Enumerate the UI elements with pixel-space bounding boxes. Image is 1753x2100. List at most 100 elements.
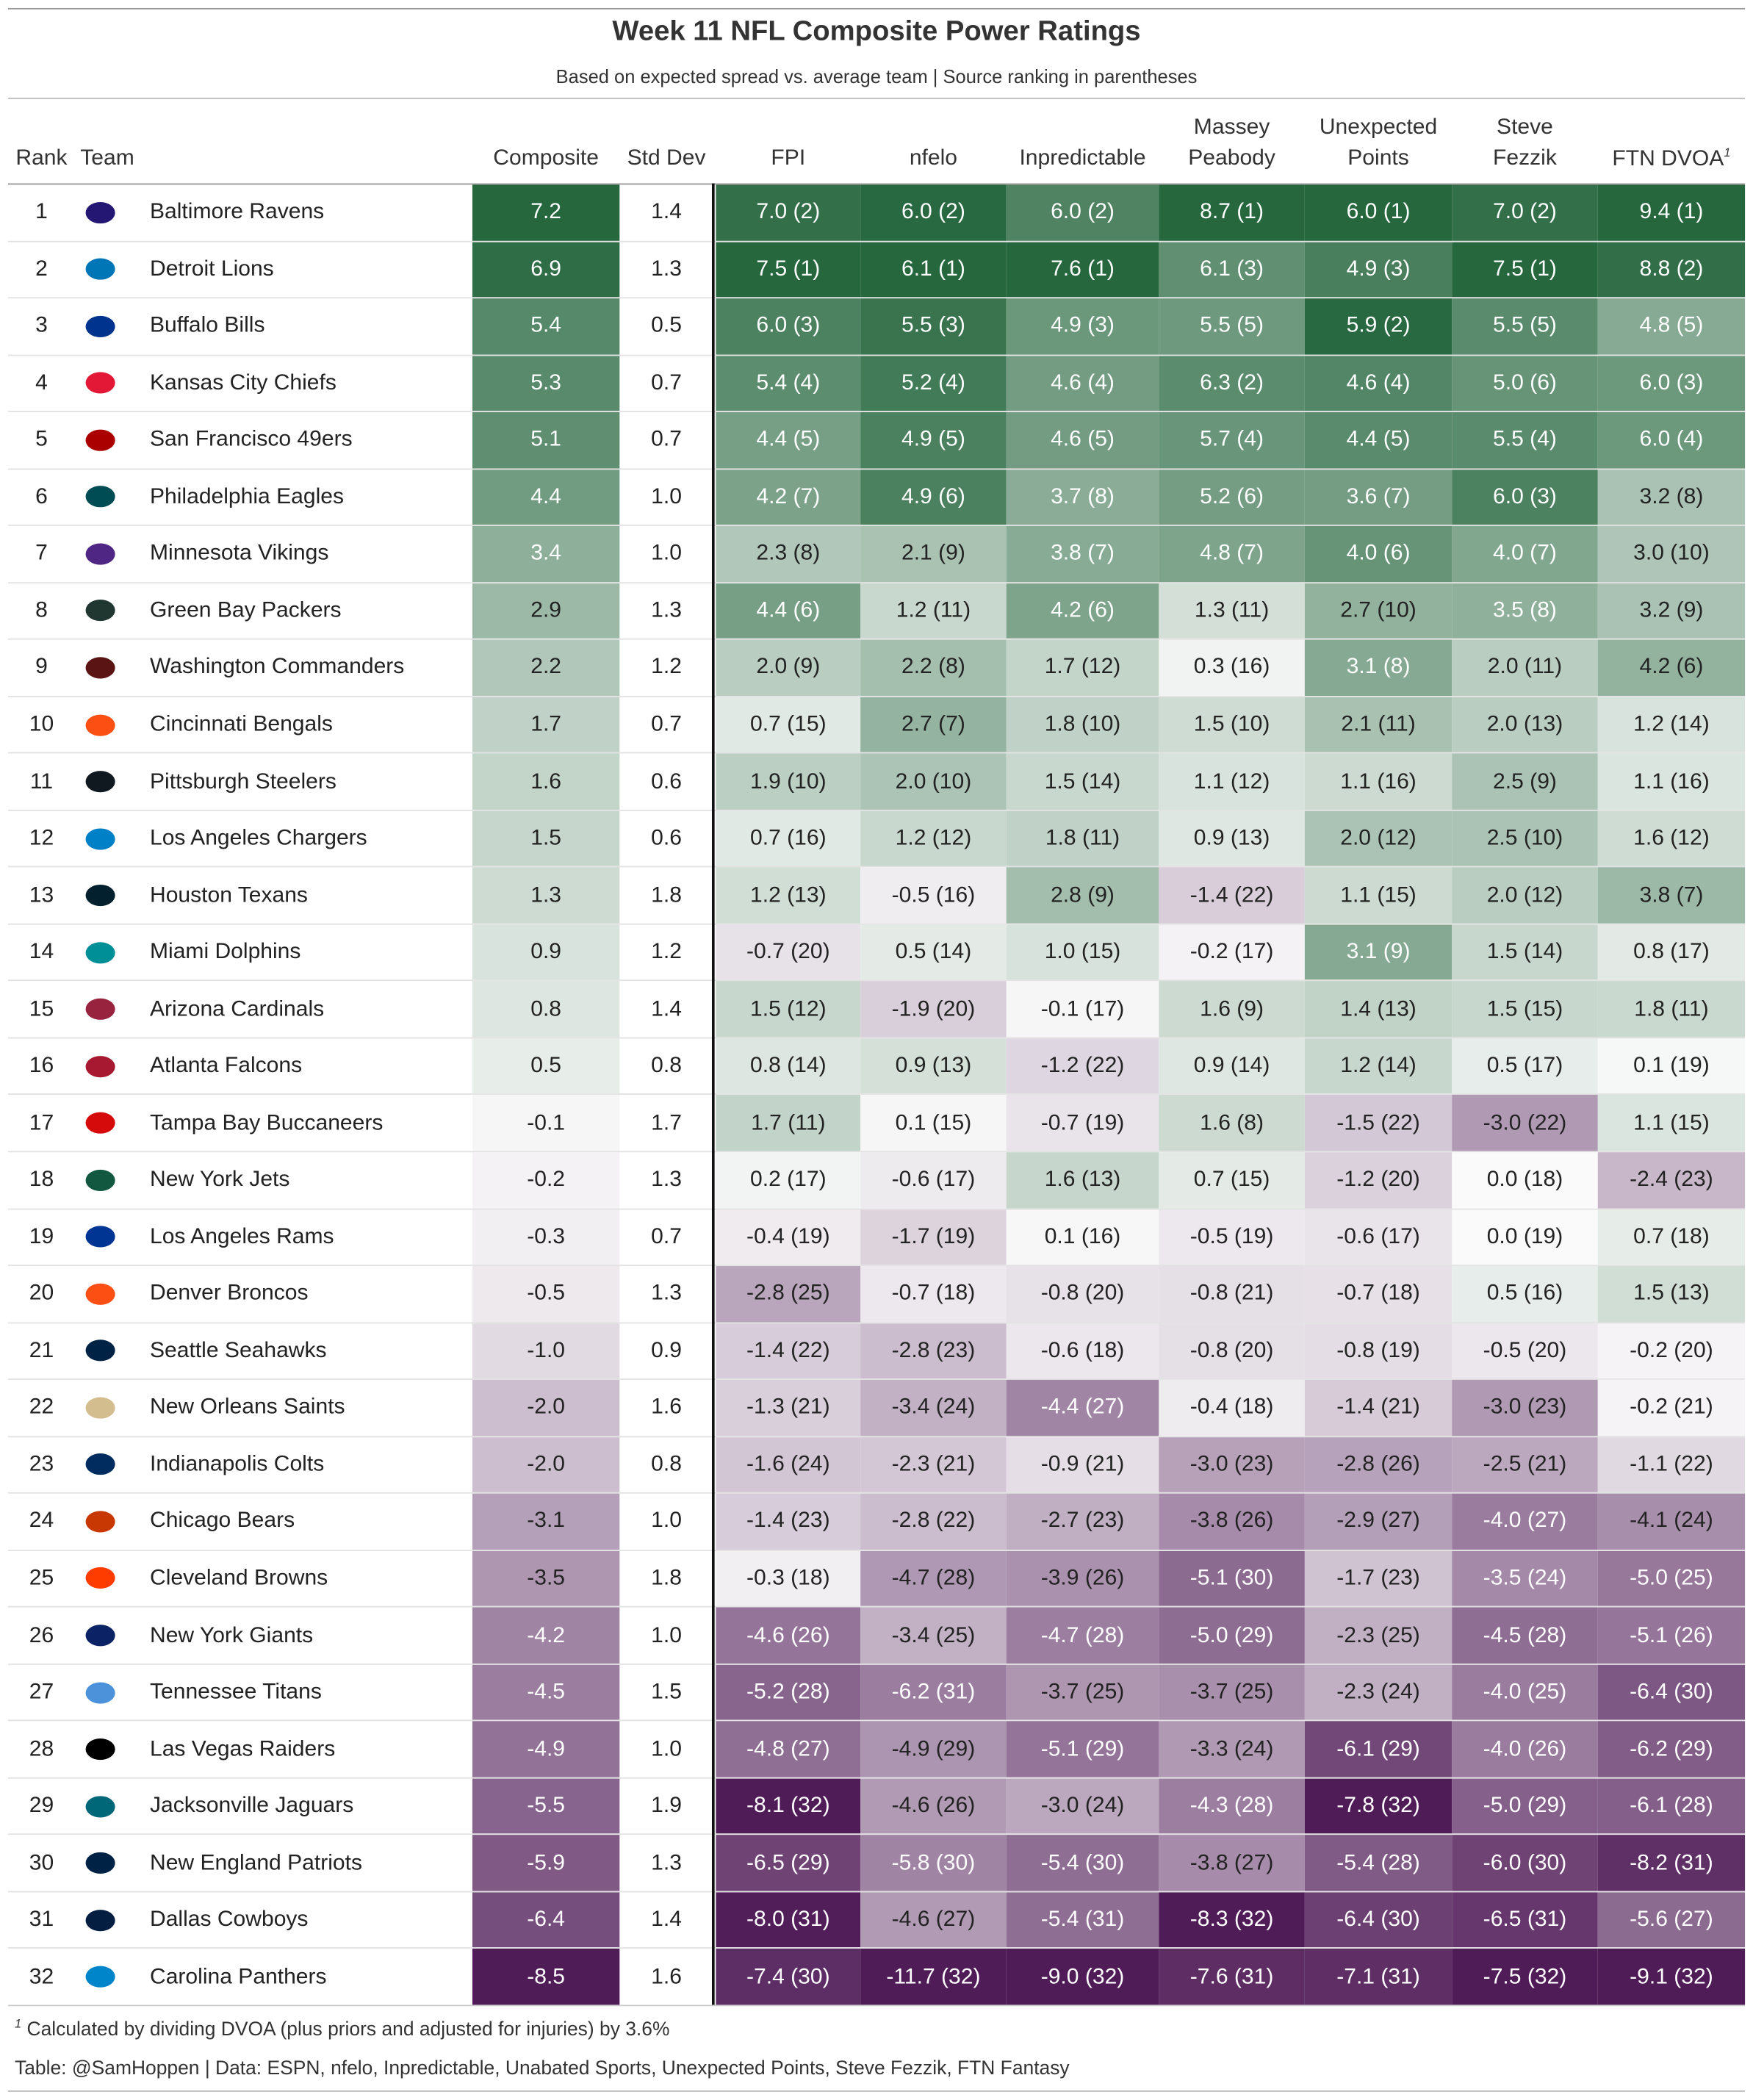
table-cell: 0.6 — [651, 825, 682, 850]
table-cell: 4.0 (6) — [1304, 526, 1453, 582]
team-logo — [85, 259, 115, 281]
column-header: nfelo — [860, 107, 1007, 174]
table-cell: 1.6 (13) — [1006, 1152, 1159, 1208]
table-cell: -0.5 — [472, 1266, 620, 1322]
table-cell: 1.2 — [651, 939, 682, 964]
team-logo — [85, 713, 115, 736]
table-cell: -4.1 (24) — [1597, 1494, 1746, 1550]
table-cell: -9.1 (32) — [1597, 1949, 1746, 2005]
row-rule — [7, 1891, 1746, 1893]
table-cell: -2.3 (24) — [1304, 1664, 1453, 1721]
team-cell: Arizona Cardinals — [75, 982, 471, 1038]
table-cell: 1.7 — [472, 697, 620, 753]
table-cell: 3.1 (9) — [1304, 924, 1453, 980]
table-cell: -3.1 — [472, 1494, 620, 1550]
team-name: Jacksonville Jaguars — [149, 1793, 354, 1818]
team-cell: Las Vegas Raiders — [75, 1722, 471, 1777]
table-cell: 1.6 — [651, 1964, 682, 1989]
team-cell: Buffalo Bills — [75, 298, 471, 354]
team-name: Dallas Cowboys — [149, 1907, 309, 1932]
table-cell: 0.8 — [472, 981, 620, 1038]
table-cell: 4.6 (4) — [1006, 355, 1159, 411]
table-cell: 2.9 — [472, 583, 620, 639]
top-rule — [7, 7, 1746, 10]
table-cell: -8.2 (31) — [1597, 1835, 1746, 1891]
table-cell: 1.3 — [651, 256, 682, 281]
header-line: Std Dev — [619, 143, 713, 174]
row-rule — [7, 639, 1746, 641]
team-name: Minnesota Vikings — [149, 541, 329, 566]
row-rule — [7, 1151, 1746, 1153]
table-cell: -0.1 (17) — [1006, 981, 1159, 1038]
header-text: Team — [80, 145, 134, 170]
table-cell: 2.7 (7) — [860, 697, 1007, 753]
table-cell: -5.4 (28) — [1304, 1835, 1453, 1891]
team-cell: Green Bay Packers — [75, 583, 471, 639]
table-cell: -1.1 (22) — [1597, 1436, 1746, 1493]
table-cell: -8.0 (31) — [716, 1892, 861, 1948]
table-cell: 4.2 (6) — [1006, 583, 1159, 639]
table-cell: -2.8 (23) — [860, 1323, 1007, 1379]
table-cell: -3.8 (27) — [1159, 1835, 1305, 1891]
table-cell: -1.4 (22) — [1159, 867, 1305, 924]
table-cell: 1.5 (10) — [1159, 697, 1305, 753]
team-name: Washington Commanders — [149, 655, 405, 680]
team-logo — [85, 1055, 115, 1077]
table-cell: 0.7 (16) — [716, 810, 861, 867]
column-header: Std Dev — [619, 107, 713, 174]
table-cell: 15 — [29, 996, 54, 1021]
team-logo — [85, 1909, 115, 1931]
table-cell: -2.0 — [472, 1380, 620, 1436]
table-cell: 12 — [29, 825, 54, 850]
team-logo — [85, 1340, 115, 1362]
table-cell: 4.4 — [472, 469, 620, 525]
table-cell: 11 — [29, 769, 54, 794]
row-rule — [7, 1037, 1746, 1039]
header-text: Rank — [15, 145, 68, 170]
table-cell: -7.5 (32) — [1452, 1949, 1598, 2005]
table-cell: 5.4 — [472, 298, 620, 354]
table-cell: -4.8 (27) — [716, 1721, 861, 1777]
table-cell: 5.5 (5) — [1452, 298, 1598, 354]
team-cell: Houston Texans — [75, 868, 471, 924]
table-cell: 30 — [29, 1850, 54, 1875]
table-cell: 2.0 (13) — [1452, 697, 1598, 753]
team-cell: Philadelphia Eagles — [75, 470, 471, 525]
table-cell: 1.0 — [651, 541, 682, 566]
table-cell: -4.6 (26) — [860, 1778, 1007, 1834]
table-cell: -1.4 (21) — [1304, 1380, 1453, 1436]
table-cell: 5.4 (4) — [716, 355, 861, 411]
table-cell: 5 — [35, 427, 48, 452]
table-cell: -4.6 (26) — [716, 1607, 861, 1664]
table-cell: 1.7 — [651, 1110, 682, 1135]
team-cell: Cleveland Browns — [75, 1550, 471, 1606]
header-line: Peabody — [1188, 145, 1275, 170]
table-cell: -0.2 (17) — [1159, 924, 1305, 980]
table-cell: -3.7 (25) — [1159, 1664, 1305, 1721]
table-cell: 1.8 (10) — [1006, 697, 1159, 753]
team-cell: Cincinnati Bengals — [75, 697, 471, 753]
table-cell: -5.5 — [472, 1778, 620, 1834]
subtitle: Based on expected spread vs. average tea… — [555, 65, 1198, 87]
table-cell: -0.6 (17) — [1304, 1209, 1453, 1265]
table-cell: 6.3 (2) — [1159, 355, 1305, 411]
team-cell: New England Patriots — [75, 1835, 471, 1891]
table-cell: -3.0 (23) — [1452, 1380, 1598, 1436]
table-cell: 1.3 — [651, 1850, 682, 1875]
table-cell: 31 — [29, 1907, 54, 1932]
team-name: Green Bay Packers — [149, 598, 342, 622]
table-cell: 4.8 (7) — [1159, 526, 1305, 582]
table-cell: 1.1 (15) — [1597, 1095, 1746, 1151]
column-header: Composite — [472, 107, 619, 174]
table-cell: 0.8 (14) — [716, 1038, 861, 1094]
team-logo — [85, 1681, 115, 1703]
table-cell: 1.4 (13) — [1304, 981, 1453, 1038]
team-logo — [85, 885, 115, 907]
table-cell: -6.4 (30) — [1304, 1892, 1453, 1948]
table-cell: 0.5 — [651, 313, 682, 338]
table-cell: 1.2 (14) — [1304, 1038, 1453, 1094]
team-name: Arizona Cardinals — [149, 996, 325, 1021]
row-rule — [7, 1207, 1746, 1209]
team-cell: Minnesota Vikings — [75, 526, 471, 582]
team-name: New England Patriots — [149, 1850, 363, 1875]
